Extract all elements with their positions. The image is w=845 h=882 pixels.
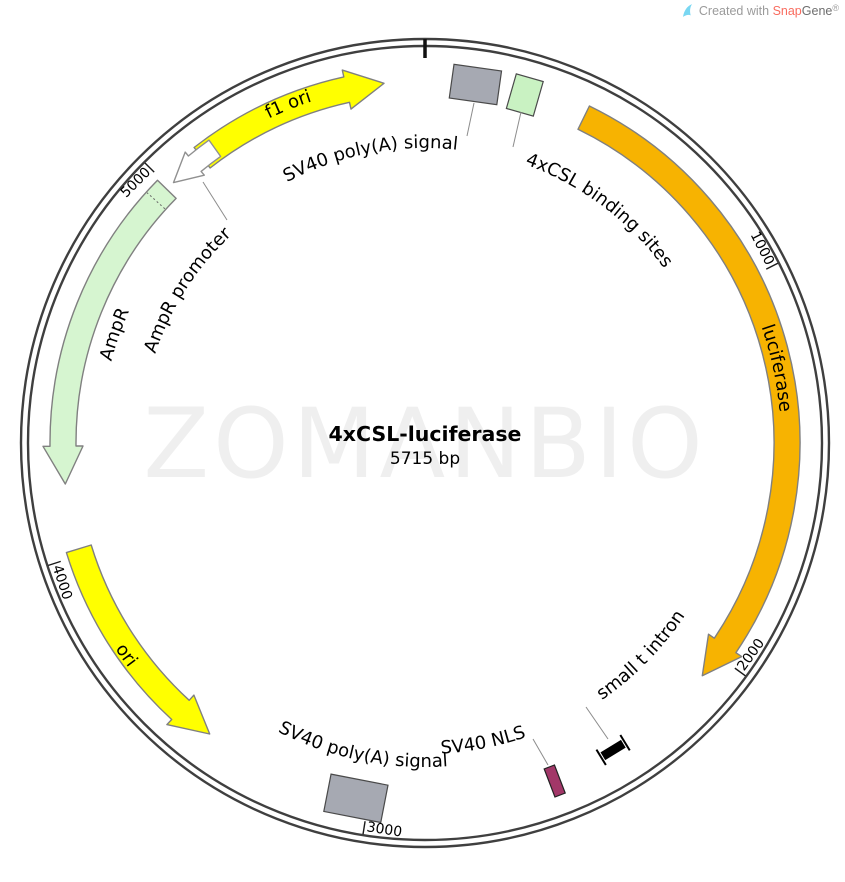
feature-box-sv40-nls [543,764,566,798]
credit-text: Created with SnapGene® [698,2,839,18]
callout-line-sv40-polya-signal-top [466,102,475,137]
feature-box-sv40-polya-signal-bottom [323,773,389,824]
feature-label-sv40-polya-signal-top: SV40 poly(A) signal [280,132,459,187]
feature-arrow-ori [65,544,211,735]
callout-line-ampr-promoter [202,181,228,221]
feature-arrow-ampr [42,179,177,485]
tick-mark-5000 [144,162,155,173]
feature-box-rect-sv40-polya-signal-top [448,63,503,106]
feature-box-rect-4xcsl-binding-sites [505,73,544,117]
feature-box-4xcsl-binding-sites [505,73,544,117]
feature-label-ampr-promoter: AmpR promoter [140,223,236,356]
label-path-sv40-polya-signal-top [214,148,546,237]
registered-mark: ® [832,2,839,13]
feature-marker-small-t-intron [595,734,631,766]
intron-bar [600,739,626,761]
feature-label-text-sv40-nls: SV40 NLS [440,722,528,759]
callout-line-small-t-intron [585,706,609,740]
feature-box-rect-sv40-polya-signal-bottom [323,773,389,824]
feature-label-sv40-polya-signal-bottom: SV40 poly(A) signal [275,717,448,772]
label-path-small-t-intron [482,495,733,750]
tick-mark-3000 [362,821,366,835]
tick-label-3000: 3000 [365,819,403,840]
feature-label-text-sv40-polya-signal-bottom: SV40 poly(A) signal [275,717,448,772]
tick-mark-2000 [734,667,746,677]
feature-arrow-ampr-promoter [172,139,222,184]
feature-arrow-luciferase [577,105,801,677]
feature-label-small-t-intron: small t intron [593,606,690,704]
feature-label-text-sv40-polya-signal-top: SV40 poly(A) signal [280,132,459,187]
feature-label-sv40-nls: SV40 NLS [440,722,528,759]
feature-label-text-ampr-promoter: AmpR promoter [140,223,236,356]
plasmid-size: 5715 bp [390,449,460,469]
callout-line-4xcsl-binding-sites [512,111,522,148]
feature-box-rect-sv40-nls [543,764,566,798]
feature-divider-ampr [146,192,166,210]
callout-line-sv40-nls [532,738,549,766]
feature-arrow-f1-ori [193,69,385,169]
intron-cap-left [595,749,607,766]
feature-label-text-small-t-intron: small t intron [593,606,690,704]
tick-mark-1000 [765,262,779,270]
credit-line: Created with SnapGene® [680,3,839,18]
intron-cap-right [619,734,631,751]
plasmid-title: 4xCSL-luciferase [329,422,522,446]
brand-snap: Snap [772,3,802,18]
feature-box-sv40-polya-signal-top [448,63,503,106]
brand-gene: Gene [801,3,833,18]
tick-mark-4000 [48,560,61,567]
snapgene-logo-icon [682,4,692,17]
watermark-text: ZOMANBIO [143,388,706,500]
